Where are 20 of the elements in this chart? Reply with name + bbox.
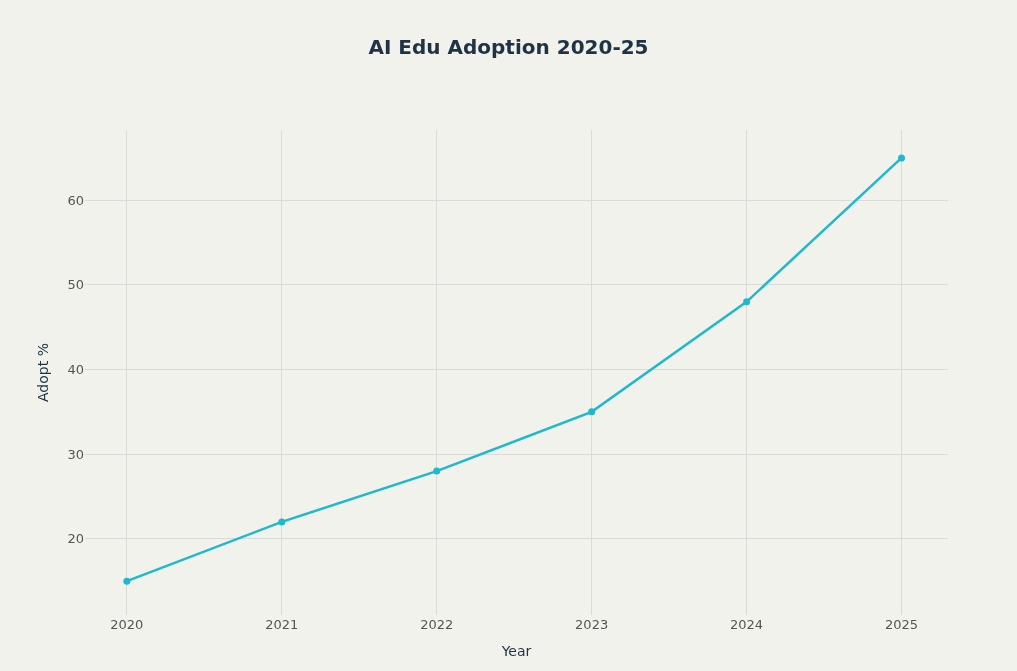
x-tick-label: 2024 <box>730 617 764 632</box>
y-tick-label: 20 <box>67 531 84 547</box>
x-tick-label: 2023 <box>575 617 609 632</box>
x-tick-label: 2025 <box>884 617 919 632</box>
point <box>278 518 286 526</box>
point <box>588 408 596 416</box>
y-axis-title: Adopt % <box>35 343 52 402</box>
point <box>433 467 441 475</box>
y-tick-label: 60 <box>67 192 84 208</box>
y-tick-label: 30 <box>67 446 84 462</box>
x-axis-title: Year <box>500 643 532 660</box>
x-tick-label: 2021 <box>265 617 299 632</box>
chart-title: AI Edu Adoption 2020-25 <box>368 34 649 59</box>
point <box>743 298 751 306</box>
x-tick-label: 2022 <box>420 617 454 632</box>
y-tick-label: 50 <box>67 277 84 293</box>
x-tick-label: 2020 <box>110 617 144 632</box>
y-tick-label: 40 <box>67 362 84 378</box>
point <box>123 577 131 585</box>
point <box>898 154 906 162</box>
